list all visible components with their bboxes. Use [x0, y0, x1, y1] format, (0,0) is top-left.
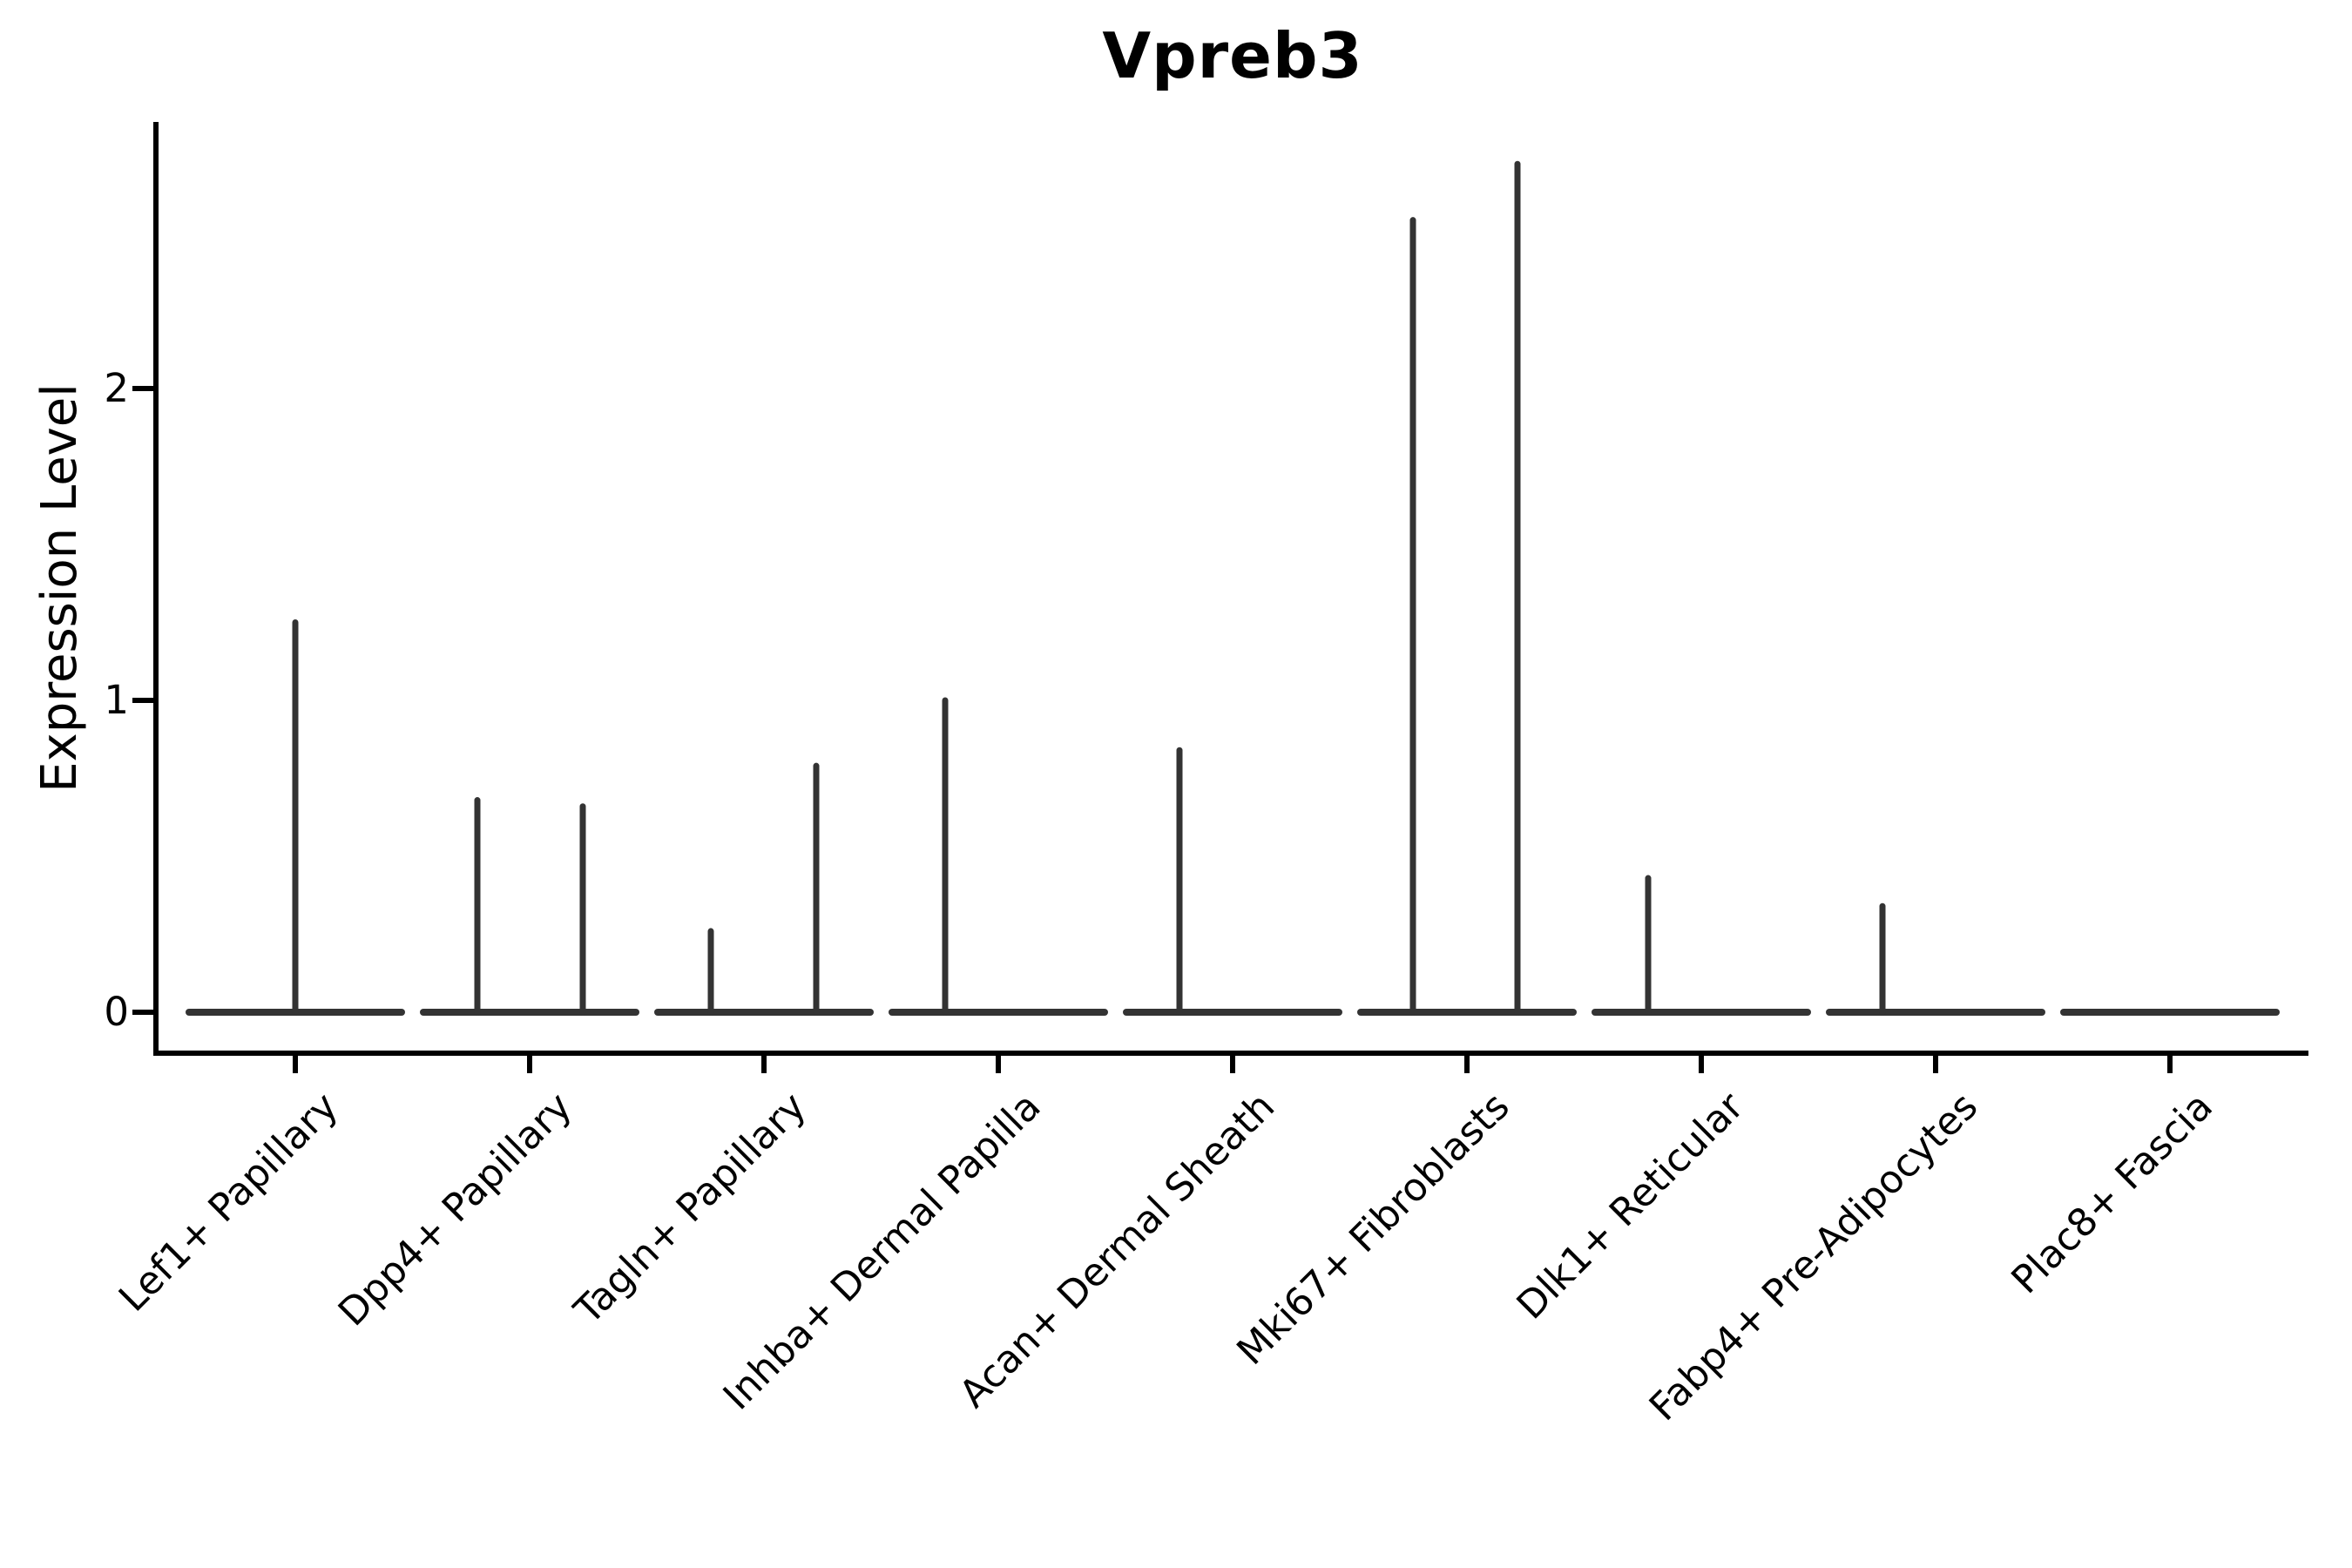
chart-title: Vpreb3 — [1102, 19, 1363, 92]
y-tick-label: 2 — [104, 365, 129, 411]
y-tick-label: 0 — [104, 989, 129, 1035]
y-tick-label: 1 — [104, 677, 129, 723]
